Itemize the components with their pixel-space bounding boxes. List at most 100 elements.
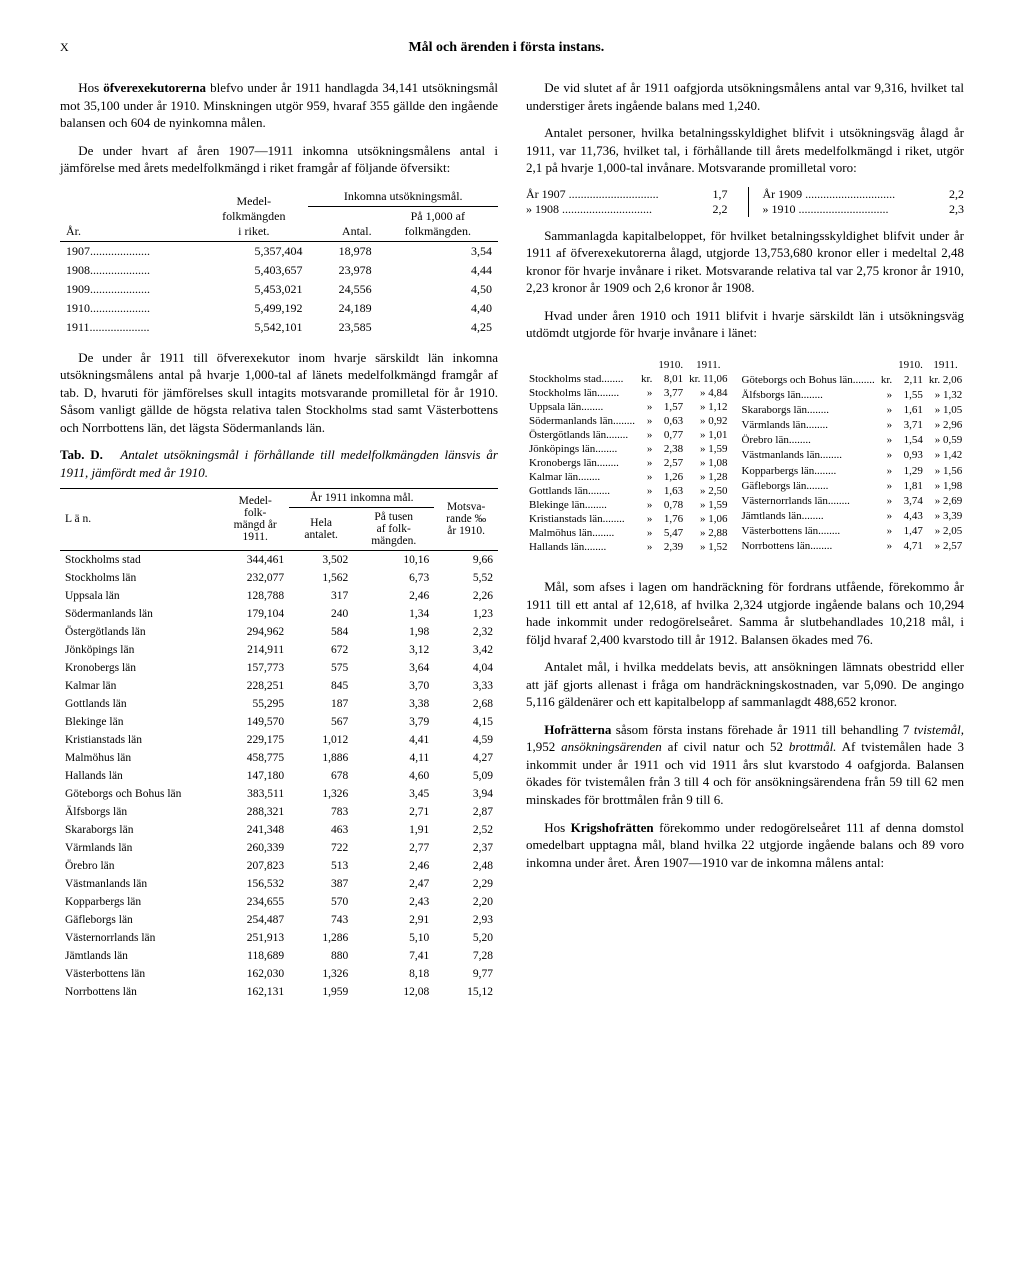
table-row: Jönköpings län214,9116723,123,42 (60, 641, 498, 659)
stats-left: 1910.1911. Stockholms stad........kr.8,0… (526, 358, 730, 554)
tab-d-label: Tab. D. (60, 447, 103, 462)
page-number: X (60, 40, 69, 55)
table-row: Kopparbergs län........»1,29» 1,56 (738, 463, 965, 478)
table-row: Malmöhus län458,7751,8864,114,27 (60, 749, 498, 767)
table-row: Göteborgs och Bohus län........kr.2,11kr… (738, 372, 965, 387)
table-row: Gottlands län........»1,63» 2,50 (526, 484, 730, 498)
table-row: 1908....................5,403,65723,9784… (60, 261, 498, 280)
table-row: Västernorrlands län251,9131,2865,105,20 (60, 929, 498, 947)
table-row: Hallands län147,1806784,605,09 (60, 767, 498, 785)
table-row: Södermanlands län........»0,63» 0,92 (526, 414, 730, 428)
right-p7: Hofrätterna såsom första instans förehad… (526, 721, 964, 809)
table-row: Norrbottens län........»4,71» 2,57 (738, 539, 965, 554)
th-ar: År. (60, 187, 199, 242)
table-row: Stockholms län........»3,77» 4,84 (526, 386, 730, 400)
table-row: Stockholms stad........kr.8,01kr. 11,06 (526, 372, 730, 386)
table-row: Kristianstads län........»1,76» 1,06 (526, 512, 730, 526)
page-title: Mål och ärenden i första instans. (69, 40, 944, 56)
table-d: L ä n. Medel- folk- mängd år 1911. År 19… (60, 488, 498, 1001)
table-a: År. Medel- folkmängden i riket. Inkomna … (60, 187, 498, 337)
th-per1000: På 1,000 af folkmängden. (378, 206, 498, 241)
hdr-1911: 1911. (686, 358, 730, 372)
table-row: Kronobergs län157,7735753,644,04 (60, 659, 498, 677)
table-row: Örebro län........»1,54» 0,59 (738, 433, 965, 448)
table-row: Blekinge län149,5705673,794,15 (60, 713, 498, 731)
term-overexekutorerna: öfverexekutorerna (103, 80, 206, 95)
year-pair-row: År 1907 ..............................1,… (526, 187, 728, 202)
table-row: Norrbottens län162,1311,95912,0815,12 (60, 983, 498, 1001)
table-row: Skaraborgs län241,3484631,912,52 (60, 821, 498, 839)
table-row: Värmlands län260,3397222,772,37 (60, 839, 498, 857)
table-row: Gäfleborgs län........»1,81» 1,98 (738, 478, 965, 493)
table-row: Älfsborgs län288,3217832,712,87 (60, 803, 498, 821)
right-p8: Hos Krigshofrätten förekommo under redog… (526, 819, 964, 872)
table-row: 1910....................5,499,19224,1894… (60, 299, 498, 318)
table-row: Stockholms län232,0771,5626,735,52 (60, 569, 498, 587)
table-row: Östergötlands län294,9625841,982,32 (60, 623, 498, 641)
stats-right: 1910.1911. Göteborgs och Bohus län......… (738, 358, 965, 554)
table-row: Västernorrlands län........»3,74» 2,69 (738, 493, 965, 508)
table-row: Västmanlands län156,5323872,472,29 (60, 875, 498, 893)
th-medel: Medel- folkmängden i riket. (199, 187, 308, 242)
th-motsv: Motsva- rande ‰ år 1910. (434, 488, 498, 550)
right-p5: Mål, som afses i lagen om handräckning f… (526, 578, 964, 648)
table-row: Värmlands län........»3,71» 2,96 (738, 417, 965, 432)
left-p2: De under hvart af åren 1907—1911 inkomna… (60, 142, 498, 177)
table-row: Gäfleborgs län254,4877432,912,93 (60, 911, 498, 929)
text: af civil natur och 52 (662, 739, 789, 754)
table-row: Östergötlands län........»0,77» 1,01 (526, 428, 730, 442)
right-p6: Antalet mål, i hvilka meddelats bevis, a… (526, 658, 964, 711)
th-lan: L ä n. (60, 488, 221, 550)
text: 1,952 (526, 739, 561, 754)
table-row: 1909....................5,453,02124,5564… (60, 280, 498, 299)
hdr-1910: 1910. (895, 358, 926, 372)
table-row: Västerbottens län........»1,47» 2,05 (738, 524, 965, 539)
term-krigshofratten: Krigshofrätten (571, 820, 654, 835)
th-patusen: På tusen af folk- mängden. (353, 507, 434, 550)
table-row: Kalmar län........»1,26» 1,28 (526, 470, 730, 484)
term-ansokningsarenden: ansökningsärenden (561, 739, 662, 754)
year-pair-row: År 1909 ..............................2,… (763, 187, 965, 202)
table-row: 1911....................5,542,10123,5854… (60, 318, 498, 337)
table-row: Uppsala län........»1,57» 1,12 (526, 400, 730, 414)
table-row: Jämtlands län118,6898807,417,28 (60, 947, 498, 965)
table-row: Skaraborgs län........»1,61» 1,05 (738, 402, 965, 417)
table-row: Kristianstads län229,1751,0124,414,59 (60, 731, 498, 749)
text: Hos (78, 80, 103, 95)
right-p4: Hvad under åren 1910 och 1911 blifvit i … (526, 307, 964, 342)
table-row: Hallands län........»2,39» 1,52 (526, 540, 730, 554)
right-p2: Antalet personer, hvilka betalningsskyld… (526, 124, 964, 177)
th-group: Inkomna utsökningsmål. (308, 187, 498, 207)
table-row: Jönköpings län........»2,38» 1,59 (526, 442, 730, 456)
table-row: 1907....................5,357,40418,9783… (60, 241, 498, 261)
left-p3: De under år 1911 till öfverexekutor inom… (60, 349, 498, 437)
table-row: Älfsborgs län........»1,55» 1,32 (738, 387, 965, 402)
table-row: Örebro län207,8235132,462,48 (60, 857, 498, 875)
right-column: De vid slutet af år 1911 oafgjorda utsök… (526, 79, 964, 1013)
left-p1: Hos öfverexekutorerna blefvo under år 19… (60, 79, 498, 132)
table-row: Västerbottens län162,0301,3268,189,77 (60, 965, 498, 983)
table-row: Kalmar län228,2518453,703,33 (60, 677, 498, 695)
tab-d-caption: Tab. D. Antalet utsökningsmål i förhålla… (60, 446, 498, 481)
th-group: År 1911 inkomna mål. (289, 488, 434, 507)
year-pair-row: » 1908 ..............................2,2 (526, 202, 728, 217)
th-hela: Hela antalet. (289, 507, 353, 550)
year-pair-row: » 1910 ..............................2,3 (763, 202, 965, 217)
year-pair-block: År 1907 ..............................1,… (526, 187, 964, 217)
table-row: Kopparbergs län234,6555702,432,20 (60, 893, 498, 911)
hdr-1910: 1910. (655, 358, 686, 372)
hdr-1911: 1911. (926, 358, 965, 372)
th-medel: Medel- folk- mängd år 1911. (221, 488, 289, 550)
table-row: Gottlands län55,2951873,382,68 (60, 695, 498, 713)
table-row: Kronobergs län........»2,57» 1,08 (526, 456, 730, 470)
left-column: Hos öfverexekutorerna blefvo under år 19… (60, 79, 498, 1013)
stats-block: 1910.1911. Stockholms stad........kr.8,0… (526, 352, 964, 566)
right-p1: De vid slutet af år 1911 oafgjorda utsök… (526, 79, 964, 114)
table-row: Uppsala län128,7883172,462,26 (60, 587, 498, 605)
table-row: Stockholms stad344,4613,50210,169,66 (60, 550, 498, 569)
text: Hos (544, 820, 570, 835)
table-row: Malmöhus län........»5,47» 2,88 (526, 526, 730, 540)
table-row: Södermanlands län179,1042401,341,23 (60, 605, 498, 623)
right-p3: Sammanlagda kapitalbeloppet, för hvilket… (526, 227, 964, 297)
term-tvistemal: tvistemål, (914, 722, 964, 737)
